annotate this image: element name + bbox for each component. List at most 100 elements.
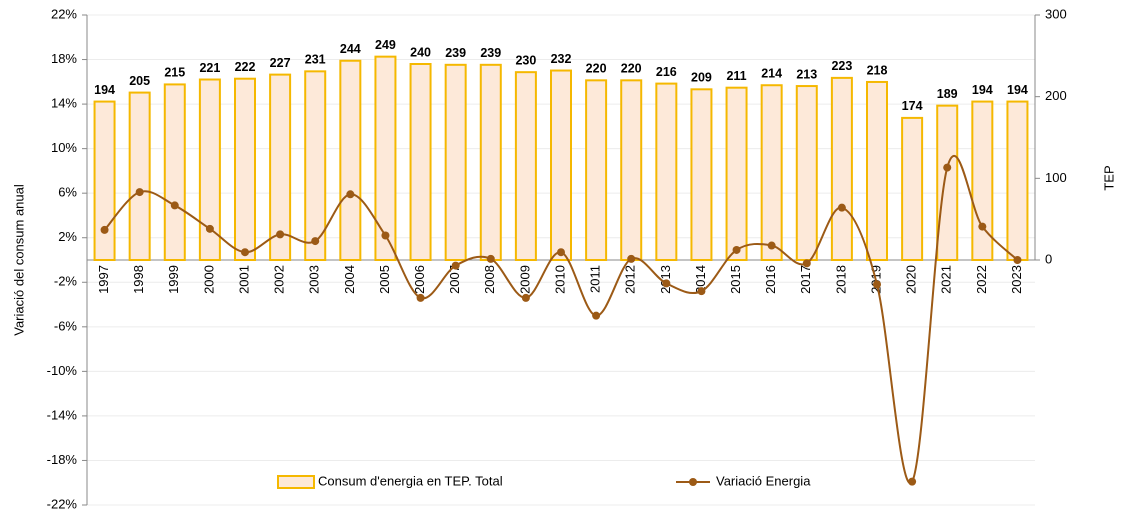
line-point [837, 203, 846, 212]
line-point [802, 259, 811, 268]
line-point [486, 254, 495, 263]
x-tick-label: 2003 [307, 265, 322, 294]
line-point [873, 280, 881, 289]
line-point [732, 245, 741, 254]
y-tick-label: -14% [47, 407, 78, 422]
x-tick-label: 2002 [272, 265, 287, 294]
bar [866, 80, 888, 262]
line-point [978, 222, 987, 231]
bar [444, 63, 467, 261]
bar [655, 82, 678, 261]
line-point [276, 230, 285, 239]
line-point [416, 293, 425, 302]
y-tick-label: 6% [58, 185, 77, 200]
line-point [521, 293, 530, 302]
bar [198, 78, 221, 262]
value-label: 213 [796, 67, 817, 81]
bar [830, 76, 853, 261]
x-tick-label: 2023 [1009, 265, 1024, 294]
bar [585, 79, 608, 262]
y2-tick-label: 200 [1045, 88, 1067, 103]
bar [93, 100, 116, 261]
legend-swatch [689, 478, 697, 486]
x-tick-label: 2006 [412, 265, 427, 294]
x-tick-label: 2004 [342, 265, 357, 294]
x-tick-label: 2005 [377, 265, 392, 294]
x-tick-label: 2021 [939, 265, 954, 294]
value-label: 240 [410, 45, 431, 59]
line-point [451, 261, 460, 270]
value-label: 244 [340, 42, 361, 56]
bar [971, 100, 994, 261]
value-label: 194 [94, 83, 115, 97]
x-tick-label: 2017 [798, 265, 813, 294]
x-tick-label: 2016 [763, 265, 778, 294]
x-tick-label: 2015 [728, 265, 743, 294]
y-tick-label: -10% [47, 363, 78, 378]
y2-axis-title: TEP [1101, 165, 1116, 190]
line-point [1013, 256, 1022, 264]
line-point [381, 231, 390, 240]
line-point [346, 190, 355, 199]
bar [795, 85, 818, 261]
y2-tick-label: 100 [1045, 170, 1067, 185]
value-label: 214 [761, 67, 782, 81]
line-point [943, 163, 952, 172]
y-tick-label: -18% [47, 452, 78, 467]
line-point [205, 224, 214, 233]
x-tick-label: 1999 [166, 265, 181, 294]
bar [690, 88, 713, 261]
x-tick-label: 2010 [552, 265, 567, 294]
y-tick-label: -2% [54, 274, 78, 289]
line-point [908, 477, 917, 486]
value-label: 220 [586, 62, 607, 76]
x-tick-label: 2020 [904, 265, 919, 294]
y-tick-label: 22% [51, 6, 77, 21]
line-point [767, 241, 776, 250]
bar [936, 104, 959, 262]
x-tick-label: 2007 [447, 265, 462, 294]
value-label: 211 [726, 69, 746, 83]
value-label: 231 [305, 53, 326, 67]
line-point [697, 287, 706, 296]
x-tick-label: 2014 [693, 265, 708, 294]
y-tick-label: 10% [51, 140, 77, 155]
value-label: 232 [551, 52, 572, 66]
line-point [557, 248, 565, 257]
x-tick-label: 2000 [201, 265, 216, 294]
bar [760, 84, 783, 261]
y-tick-label: -22% [47, 496, 78, 511]
bar [620, 79, 643, 262]
value-label: 189 [937, 87, 958, 101]
x-tick-label: 1997 [96, 265, 111, 294]
value-label: 218 [867, 63, 888, 77]
line-point [170, 201, 179, 210]
value-label: 239 [445, 46, 466, 60]
x-tick-label: 2018 [833, 265, 848, 294]
value-label: 209 [691, 71, 712, 85]
bar [269, 73, 292, 261]
value-label: 194 [1007, 83, 1028, 97]
value-label: 220 [621, 62, 642, 76]
legend-swatch [277, 475, 315, 489]
value-label: 194 [972, 83, 993, 97]
x-tick-label: 1998 [131, 265, 146, 294]
bar [1006, 100, 1029, 261]
x-tick-label: 2011 [588, 265, 603, 293]
bar [304, 70, 327, 261]
x-tick-label: 2001 [236, 265, 251, 294]
x-tick-label: 2008 [482, 265, 497, 294]
bar [514, 71, 537, 261]
value-label: 230 [515, 53, 536, 67]
bar [725, 86, 748, 261]
bar [479, 63, 502, 261]
bar [234, 77, 256, 261]
value-label: 205 [129, 74, 150, 88]
y-tick-label: 18% [51, 51, 77, 66]
value-label: 215 [164, 66, 185, 80]
y-tick-label: 2% [58, 229, 77, 244]
bar [409, 63, 432, 261]
bar [339, 59, 362, 261]
x-tick-label: 2022 [974, 265, 989, 294]
line-point [100, 225, 109, 234]
